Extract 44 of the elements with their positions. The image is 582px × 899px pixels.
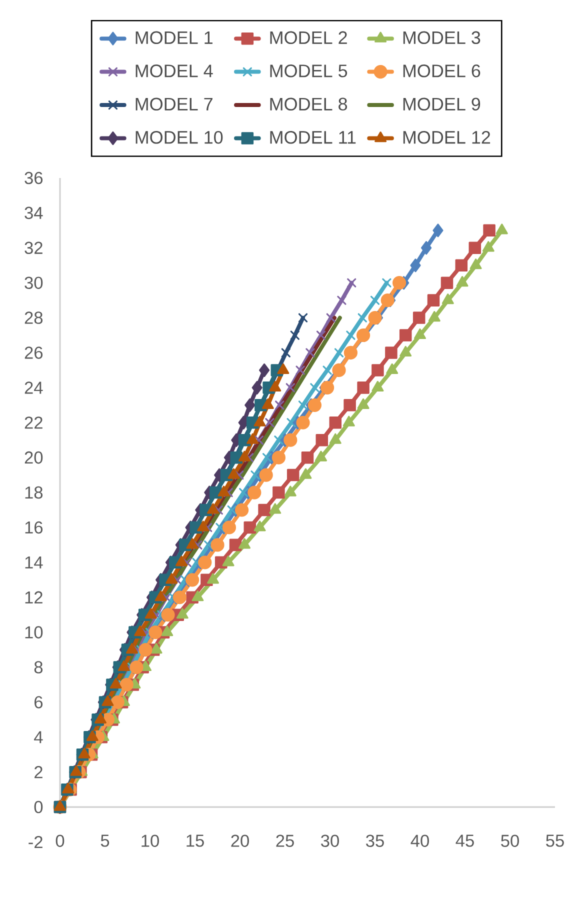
y-tick-label: 10: [25, 626, 43, 638]
x-tick-label: 40: [410, 834, 429, 847]
x-tick-label: 20: [231, 834, 249, 847]
y-tick-label: 18: [25, 486, 43, 499]
y-tick-label: 24: [24, 382, 43, 394]
x-tick-label: 0: [56, 834, 64, 847]
legend-label: MODEL 6: [403, 64, 480, 78]
x-tick-label: 15: [186, 834, 204, 847]
y-tick-label: 20: [24, 451, 43, 464]
y-tick-label: 4: [34, 731, 43, 744]
legend-label: MODEL 5: [270, 64, 348, 78]
legend-label: MODEL 3: [403, 31, 480, 44]
y-tick-label: 6: [34, 696, 43, 708]
legend-label: MODEL 12: [403, 131, 490, 144]
y-tick-label: 26: [24, 346, 43, 359]
x-tick-label: 30: [321, 834, 339, 847]
legend-label: MODEL 7: [136, 98, 212, 110]
legend-label: MODEL 11: [270, 131, 356, 144]
legend-label: MODEL 10: [136, 131, 223, 144]
y-tick-label: -2: [28, 836, 42, 848]
y-tick-label: 16: [25, 521, 43, 534]
legend-label: MODEL 4: [136, 64, 213, 78]
x-tick-label: 50: [501, 834, 519, 847]
x-tick-label: 10: [142, 834, 159, 847]
y-tick-label: 2: [34, 766, 42, 778]
legend-label: MODEL 1: [136, 31, 212, 44]
legend-label: MODEL 8: [270, 98, 348, 110]
y-tick-label: 8: [34, 661, 43, 674]
y-tick-label: 14: [25, 556, 43, 568]
y-tick-label: 0: [34, 800, 43, 814]
x-tick-label: 5: [100, 834, 110, 847]
x-tick-label: 55: [546, 834, 564, 847]
y-tick-label: 36: [24, 172, 43, 184]
y-tick-label: 12: [25, 591, 42, 604]
y-tick-label: 32: [24, 242, 42, 254]
y-tick-label: 34: [24, 206, 43, 220]
legend-label: MODEL 9: [403, 98, 480, 110]
y-tick-label: 30: [24, 276, 43, 289]
legend-label: MODEL 2: [270, 31, 347, 44]
y-tick-label: 28: [24, 312, 43, 324]
x-tick-label: 35: [366, 834, 384, 847]
x-tick-label: 45: [456, 834, 474, 847]
y-tick-label: 22: [24, 416, 42, 429]
x-tick-label: 25: [276, 834, 294, 847]
